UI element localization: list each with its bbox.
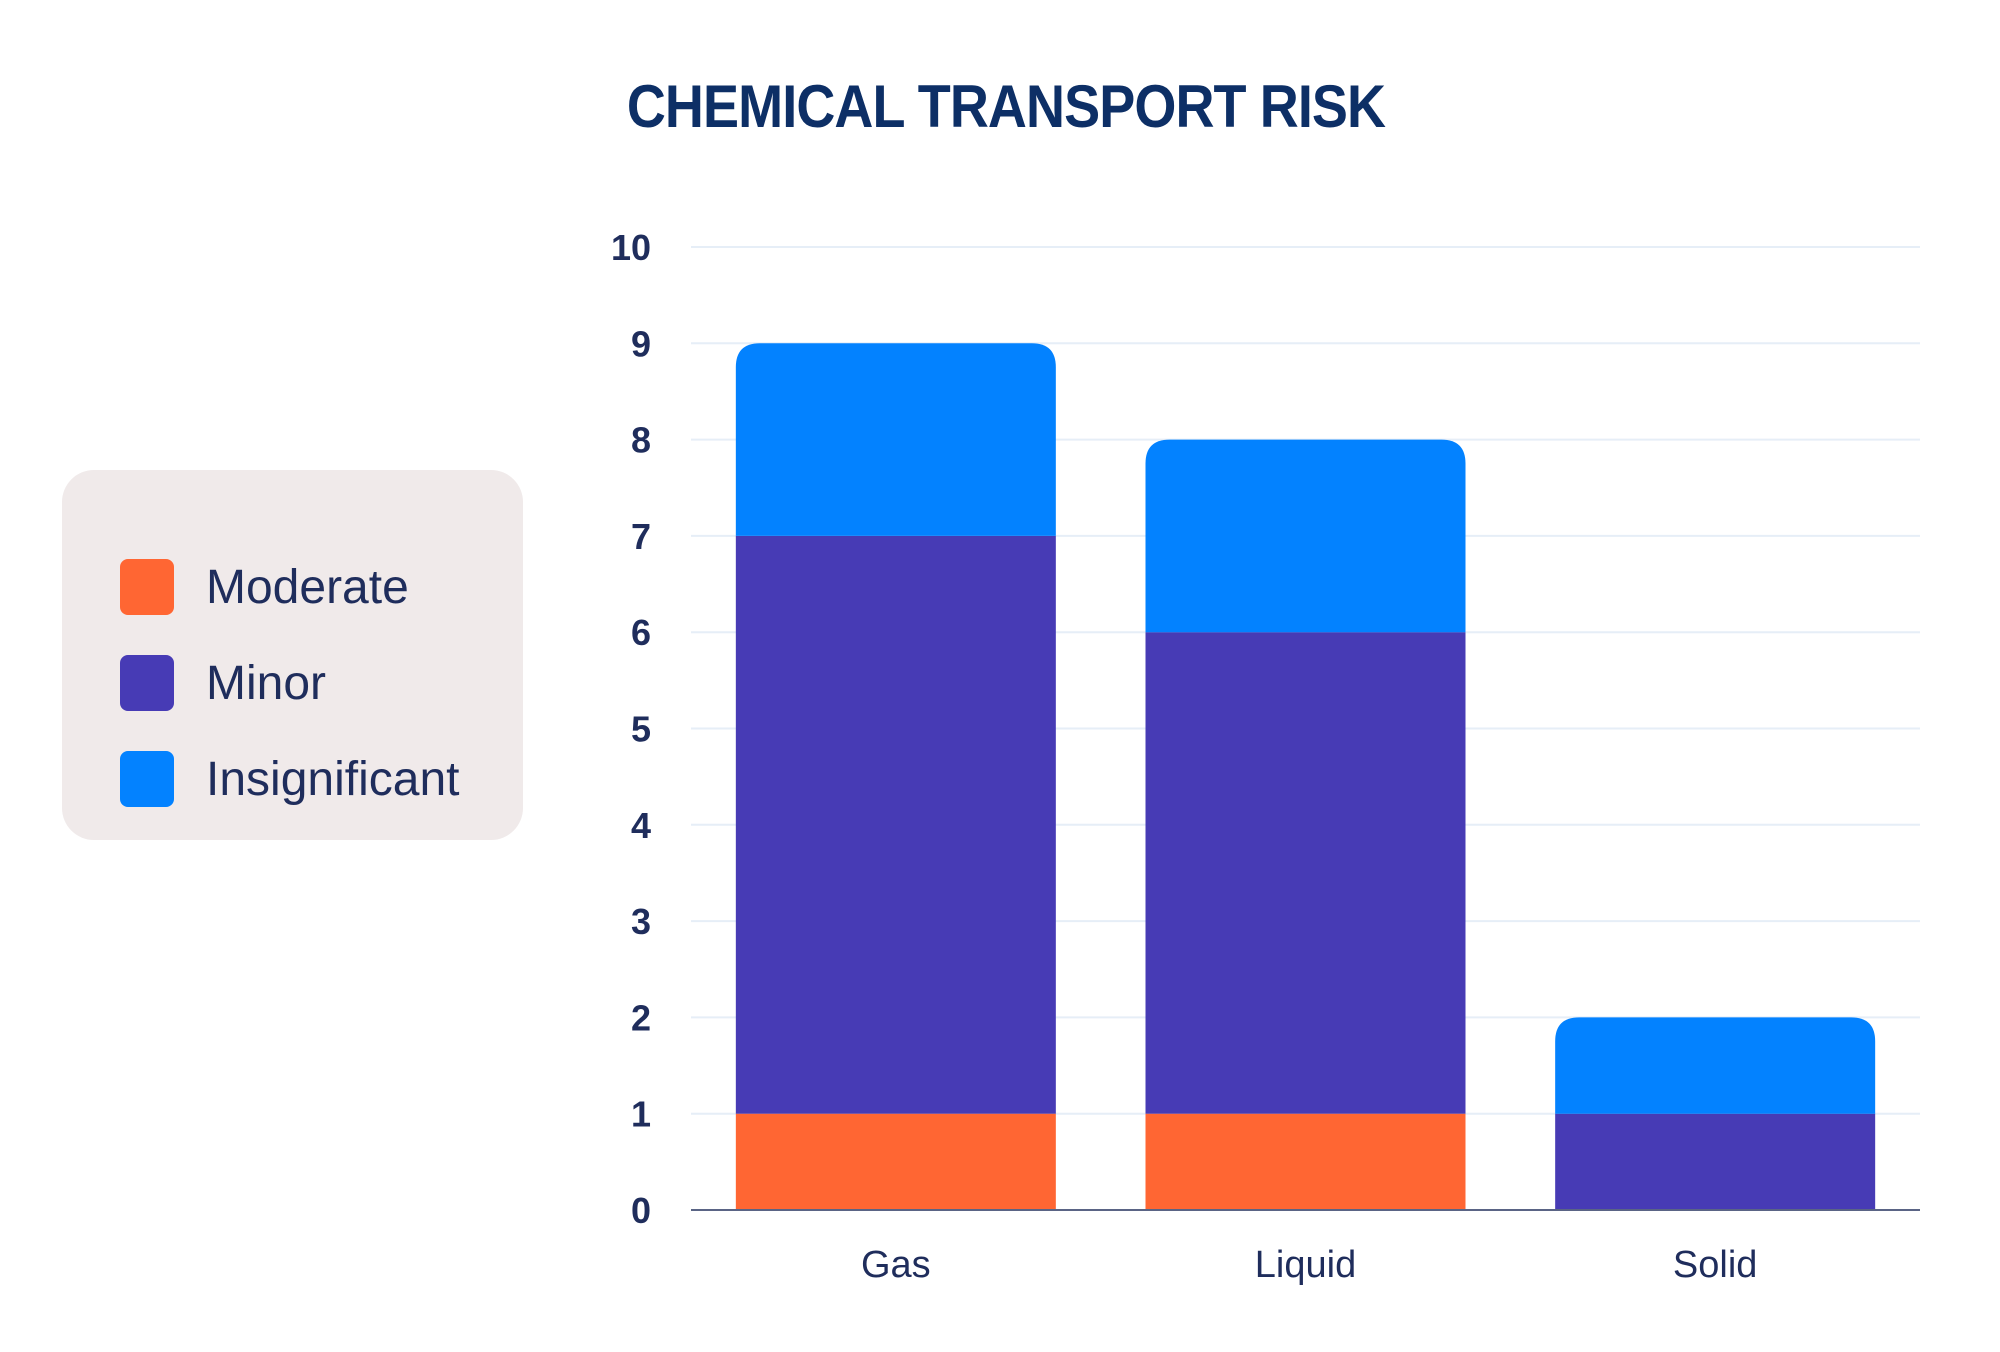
legend-label: Moderate xyxy=(206,560,409,614)
legend-item-moderate: Moderate xyxy=(120,559,409,615)
bar-segment xyxy=(1145,632,1466,1114)
y-tick-label: 0 xyxy=(631,1190,651,1231)
x-tick-label: Gas xyxy=(861,1244,931,1286)
legend-item-minor: Minor xyxy=(120,655,326,711)
y-tick-label: 6 xyxy=(631,612,651,653)
y-tick-label: 9 xyxy=(631,323,651,364)
y-tick-label: 4 xyxy=(631,805,651,846)
x-tick-label: Liquid xyxy=(1255,1244,1356,1286)
bar-segment xyxy=(735,1113,1056,1210)
y-tick-label: 7 xyxy=(631,516,651,557)
legend-label: Insignificant xyxy=(206,752,460,806)
x-tick-label: Solid xyxy=(1673,1244,1758,1286)
bar-segment xyxy=(735,343,1056,536)
legend-swatch xyxy=(120,751,174,807)
bar-segment xyxy=(1555,1017,1876,1114)
legend-label: Minor xyxy=(206,656,327,710)
bar-segment xyxy=(735,535,1056,1114)
y-tick-label: 3 xyxy=(631,901,651,942)
bar-segment xyxy=(1555,1113,1876,1210)
legend: Moderate Minor Insignificant xyxy=(62,470,523,840)
y-tick-label: 1 xyxy=(631,1094,651,1135)
y-tick-label: 2 xyxy=(631,997,651,1038)
bar-segment xyxy=(1145,1113,1466,1210)
chart-title: CHEMICAL TRANSPORT RISK xyxy=(626,73,1386,140)
bar-segment xyxy=(1145,439,1466,633)
legend-swatch xyxy=(120,559,174,615)
y-tick-label: 8 xyxy=(631,420,651,461)
legend-swatch xyxy=(120,655,174,711)
y-tick-label: 10 xyxy=(611,227,651,268)
legend-item-insignificant: Insignificant xyxy=(120,751,459,807)
y-tick-label: 5 xyxy=(631,709,651,750)
